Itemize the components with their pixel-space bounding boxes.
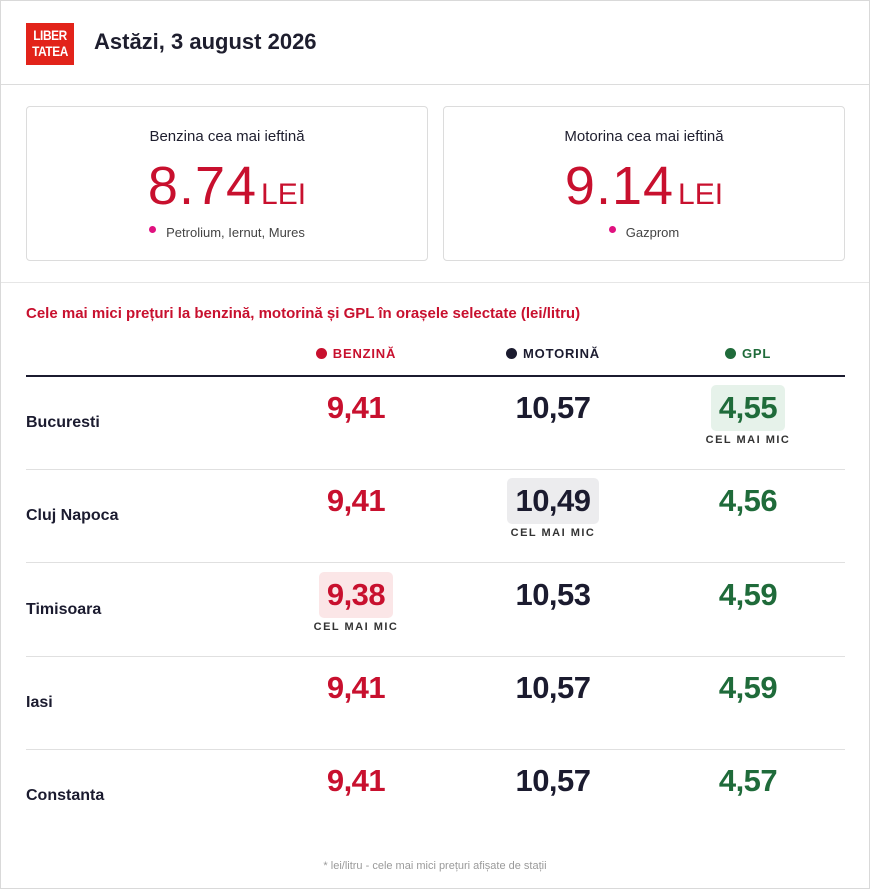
- price-value-gpl: 4,55: [710, 385, 786, 431]
- city-name: Timisoara: [26, 601, 102, 618]
- price-value-motorina: 10,53: [515, 577, 591, 612]
- column-label: BENZINĂ: [332, 346, 397, 361]
- price-value-benzina: 9,41: [326, 763, 386, 798]
- red-dot-icon: [315, 348, 327, 359]
- cheapest-badge: CEL MAI MIC: [313, 621, 399, 633]
- cheapest-badge: CEL MAI MIC: [705, 434, 791, 446]
- table-title: Cele mai mici prețuri la benzină, motori…: [26, 305, 581, 322]
- card-price-unit: LEI: [678, 178, 724, 211]
- table-row: Bucuresti 9,41 10,57 4,55 CEL MAI MIC: [26, 377, 845, 470]
- green-dot-icon: [724, 348, 736, 359]
- table-row: Timisoara 9,38 CEL MAI MIC 10,53 4,59: [26, 564, 845, 657]
- price-cell-motorina: 10,57: [463, 665, 643, 711]
- price-cell-benzina: 9,41: [266, 385, 446, 431]
- location-dot-icon: [149, 226, 157, 233]
- header: LIBER TATEA Astăzi, 3 august 2026: [1, 1, 869, 85]
- column-header-gpl: GPL: [658, 346, 838, 361]
- table-row: Iasi 9,41 10,57 4,59: [26, 657, 845, 750]
- price-value-benzina: 9,41: [326, 390, 386, 425]
- city-name: Constanta: [26, 787, 105, 804]
- price-cell-benzina: 9,41: [266, 478, 446, 524]
- price-value-gpl: 4,57: [718, 763, 778, 798]
- location-dot-icon: [608, 226, 616, 233]
- price-cell-benzina: 9,38 CEL MAI MIC: [266, 572, 446, 633]
- price-value-gpl: 4,59: [718, 670, 778, 705]
- price-value-gpl: 4,56: [718, 483, 778, 518]
- price-value-benzina: 9,41: [326, 483, 386, 518]
- cheapest-cards: Benzina cea mai ieftină 8.74 LEI Petroliu…: [1, 85, 869, 283]
- navy-dot-icon: [506, 348, 518, 359]
- logo-line2: TATEA: [32, 43, 68, 59]
- price-cell-benzina: 9,41: [266, 665, 446, 711]
- price-cell-motorina: 10,53: [463, 572, 643, 618]
- card-title: Benzina cea mai ieftină: [149, 128, 305, 145]
- price-value-gpl: 4,59: [718, 577, 778, 612]
- price-cell-gpl: 4,59: [658, 572, 838, 618]
- card-station-name: Petrolium, Iernut, Mures: [166, 225, 305, 240]
- header-divider: [26, 375, 845, 377]
- card-station: Petrolium, Iernut, Mures: [27, 225, 427, 240]
- column-header-motorina: MOTORINĂ: [463, 346, 643, 361]
- cheapest-badge: CEL MAI MIC: [510, 527, 596, 539]
- city-name: Iasi: [26, 694, 53, 711]
- card-station: Gazprom: [444, 225, 844, 240]
- column-header-benzina: BENZINĂ: [266, 346, 446, 361]
- column-label: GPL: [741, 346, 772, 361]
- price-cell-motorina: 10,57: [463, 385, 643, 431]
- price-cell-benzina: 9,41: [266, 758, 446, 804]
- card-price-value: 8.74: [147, 156, 258, 216]
- card-price-unit: LEI: [261, 178, 307, 211]
- price-cell-gpl: 4,57: [658, 758, 838, 804]
- card-station-name: Gazprom: [625, 225, 680, 240]
- price-value-motorina: 10,57: [515, 670, 591, 705]
- price-value-motorina: 10,49: [507, 478, 599, 524]
- card-title: Motorina cea mai ieftină: [564, 128, 724, 145]
- footnote: * lei/litru - cele mai mici prețuri afiș…: [323, 860, 547, 872]
- price-cell-gpl: 4,55 CEL MAI MIC: [658, 385, 838, 446]
- card-price: 8.74 LEI: [27, 155, 427, 226]
- price-cell-motorina: 10,49 CEL MAI MIC: [463, 478, 643, 539]
- table-row: Constanta 9,41 10,57 4,57: [26, 750, 845, 843]
- price-value-benzina: 9,41: [326, 670, 386, 705]
- city-name: Cluj Napoca: [26, 507, 119, 524]
- card-price-value: 9.14: [564, 156, 675, 216]
- price-cell-motorina: 10,57: [463, 758, 643, 804]
- card-cheapest-motorina: Motorina cea mai ieftină 9.14 LEI Gazprom: [443, 106, 845, 261]
- logo-line1: LIBER: [33, 27, 67, 43]
- card-price: 9.14 LEI: [444, 155, 844, 226]
- price-cell-gpl: 4,59: [658, 665, 838, 711]
- price-value-benzina: 9,38: [318, 572, 394, 618]
- price-value-motorina: 10,57: [515, 390, 591, 425]
- libertatea-logo[interactable]: LIBER TATEA: [26, 23, 74, 65]
- date-label: Astăzi, 3 august 2026: [94, 29, 317, 54]
- table-row: Cluj Napoca 9,41 10,49 CEL MAI MIC 4,56: [26, 470, 845, 563]
- city-name: Bucuresti: [26, 414, 100, 431]
- column-label: MOTORINĂ: [523, 346, 600, 361]
- card-cheapest-benzina: Benzina cea mai ieftină 8.74 LEI Petroliu…: [26, 106, 428, 261]
- price-value-motorina: 10,57: [515, 763, 591, 798]
- price-cell-gpl: 4,56: [658, 478, 838, 524]
